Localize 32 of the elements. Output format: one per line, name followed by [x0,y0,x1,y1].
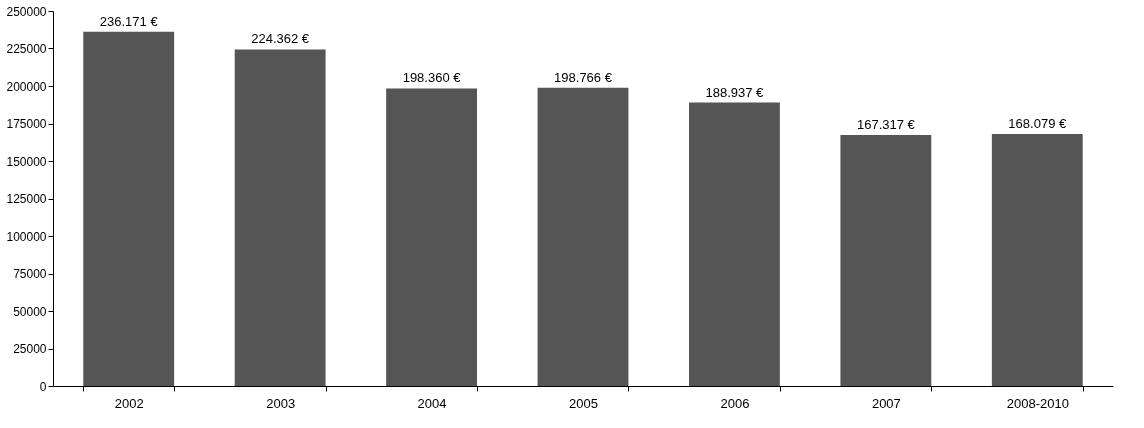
data-label: 188.937 € [705,84,765,100]
x-tick-label: 2008-2010 [1006,395,1069,411]
x-tick-label: 2005 [569,395,598,411]
data-label: 198.360 € [402,70,462,86]
y-tick-label: 25000 [13,342,47,356]
y-tick-label: 225000 [6,42,47,56]
x-tick-label: 2004 [417,395,447,411]
y-tick-label: 200000 [6,79,47,94]
bar [234,49,326,386]
y-tick-label: 250000 [6,4,47,19]
y-tick-label: 0 [39,379,47,394]
y-tick-label: 50000 [13,304,47,319]
data-label: 236.171 € [99,13,159,29]
y-tick-label: 75000 [13,267,47,281]
bar [386,88,477,386]
bar [689,102,780,386]
y-tick-label: 125000 [6,192,47,206]
y-tick-label: 150000 [6,154,47,169]
x-tick-label: 2006 [720,395,750,411]
y-tick-label: 100000 [6,229,47,244]
bar [83,31,175,386]
x-tick-label: 2002 [114,395,144,411]
data-label: 168.079 € [1008,115,1067,131]
x-tick-label: 2003 [266,395,296,411]
bar [537,87,629,386]
bar [991,133,1083,386]
bar [840,135,932,386]
data-label: 198.766 € [554,69,613,85]
x-tick-label: 2007 [871,395,901,411]
data-label: 167.317 € [856,117,916,133]
data-label: 224.362 € [251,31,310,47]
y-tick-label: 175000 [6,117,47,131]
